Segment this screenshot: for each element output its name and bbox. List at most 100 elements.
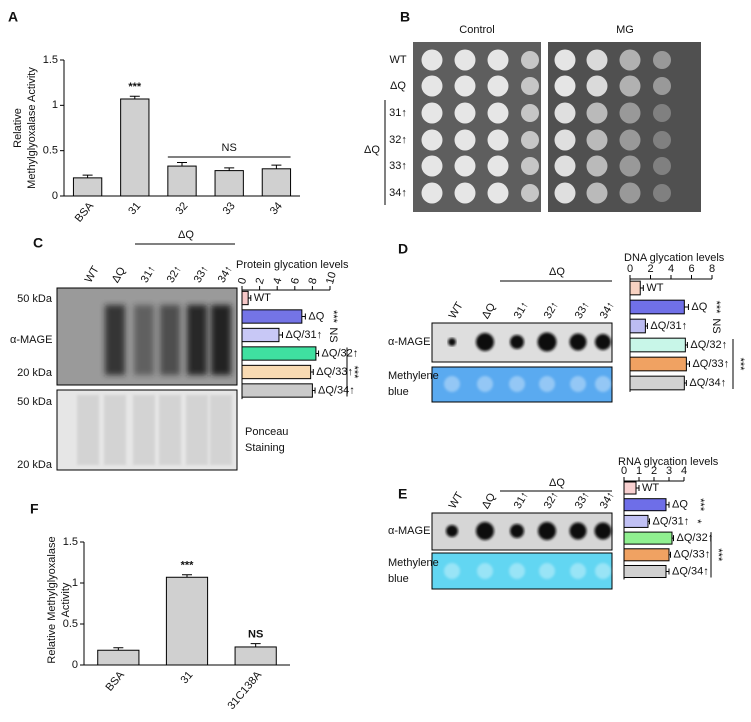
bar-label: ΔQ/31↑	[653, 515, 690, 527]
error-bar	[640, 285, 644, 291]
significance: ***	[710, 301, 722, 315]
bar	[623, 514, 649, 528]
lane-label: WT	[447, 300, 466, 321]
lane-label: ΔQ	[480, 301, 499, 321]
lane-label: 34↑	[598, 490, 617, 511]
colony-spot	[487, 129, 509, 151]
colony-spot	[554, 182, 576, 204]
x-tick-label: 34	[268, 200, 285, 217]
x-tick-label: 0	[627, 263, 633, 275]
bar	[97, 649, 140, 666]
colony-spot	[619, 155, 641, 177]
y-tick-label: 0	[52, 190, 58, 202]
colony-spot	[421, 155, 443, 177]
panel-letter: D	[398, 241, 408, 257]
colony-spot	[487, 182, 509, 204]
significance: ***	[694, 498, 706, 512]
colony-spot	[454, 49, 476, 71]
bar	[241, 346, 317, 361]
error-bar	[669, 551, 671, 558]
bar	[623, 548, 670, 562]
group-label: ΔQ	[364, 144, 380, 156]
group-label: ΔQ	[549, 266, 565, 278]
bar	[623, 564, 667, 579]
stain-label: blue	[388, 573, 409, 585]
chart-title: RNA glycation levels	[618, 456, 719, 468]
error-bar	[82, 174, 93, 178]
significance: ***	[128, 81, 142, 93]
x-tick-label: 1	[636, 465, 642, 477]
colony-spot	[619, 75, 641, 97]
x-tick-label: 0	[621, 465, 627, 477]
dot-stain	[595, 563, 611, 579]
dot-stain	[539, 376, 555, 392]
stain-label: Methylene	[388, 557, 439, 569]
bar	[234, 646, 277, 666]
x-tick-label: 4	[668, 263, 674, 275]
dot-stain	[509, 376, 525, 392]
colony-spot	[421, 129, 443, 151]
panel-letter: E	[398, 486, 407, 502]
x-tick-label: 3	[666, 465, 672, 477]
smear	[105, 305, 125, 375]
error-bar	[684, 304, 689, 310]
lane-label: WT	[447, 490, 466, 511]
x-tick-label: 8	[709, 263, 715, 275]
x-tick-label: 4	[681, 465, 687, 477]
y-axis-label: Relative	[12, 108, 24, 148]
colony-spot	[521, 104, 539, 122]
dot-stain	[570, 563, 586, 579]
x-tick-label: 2	[647, 263, 653, 275]
ponceau-lane	[210, 395, 232, 465]
significance: ***	[181, 560, 195, 572]
dot	[595, 334, 611, 350]
dot	[448, 338, 456, 346]
ponceau-lane	[133, 395, 155, 465]
colony-spot	[619, 49, 641, 71]
bar	[261, 168, 292, 197]
colony-spot	[554, 102, 576, 124]
stain-label: Methylene	[388, 370, 439, 382]
bar-label: ΔQ/31↑	[650, 320, 687, 332]
colony-spot	[521, 157, 539, 175]
error-bar	[636, 485, 640, 491]
bar	[629, 337, 686, 353]
colony-spot	[586, 49, 608, 71]
error-bar	[666, 501, 670, 508]
dot	[476, 522, 494, 540]
bar-label: ΔQ	[308, 310, 324, 322]
smear	[160, 305, 180, 375]
bar	[629, 280, 641, 296]
colony-spot	[586, 182, 608, 204]
bar	[120, 98, 150, 197]
colony-spot	[554, 129, 576, 151]
ponceau-lane	[104, 395, 126, 465]
colony-spot	[487, 49, 509, 71]
colony-spot	[653, 104, 671, 122]
row-label: ΔQ	[390, 80, 406, 92]
group-label: ΔQ	[178, 229, 194, 241]
bar	[623, 481, 637, 495]
bar-label: ΔQ/33↑	[316, 366, 353, 378]
plate-mg	[548, 42, 701, 212]
x-tick-label: 31	[178, 669, 195, 686]
colony-spot	[454, 102, 476, 124]
x-tick-label: 6	[688, 263, 694, 275]
significance: *	[691, 519, 703, 524]
column-header: MG	[616, 24, 634, 36]
significance: NS	[327, 327, 339, 342]
bar	[241, 364, 312, 380]
x-tick-label: 10	[324, 271, 339, 286]
bar-label: ΔQ/32↑	[322, 347, 359, 359]
x-tick-label: 33	[221, 200, 238, 217]
colony-spot	[586, 75, 608, 97]
dot	[510, 335, 524, 349]
error-bar	[672, 535, 674, 542]
colony-spot	[454, 155, 476, 177]
row-label: 34↑	[389, 187, 407, 199]
dot	[476, 333, 494, 351]
marker: 50 kDa	[17, 396, 53, 408]
x-tick-label: 32	[173, 200, 190, 217]
lane-label: 31↑	[512, 300, 531, 321]
